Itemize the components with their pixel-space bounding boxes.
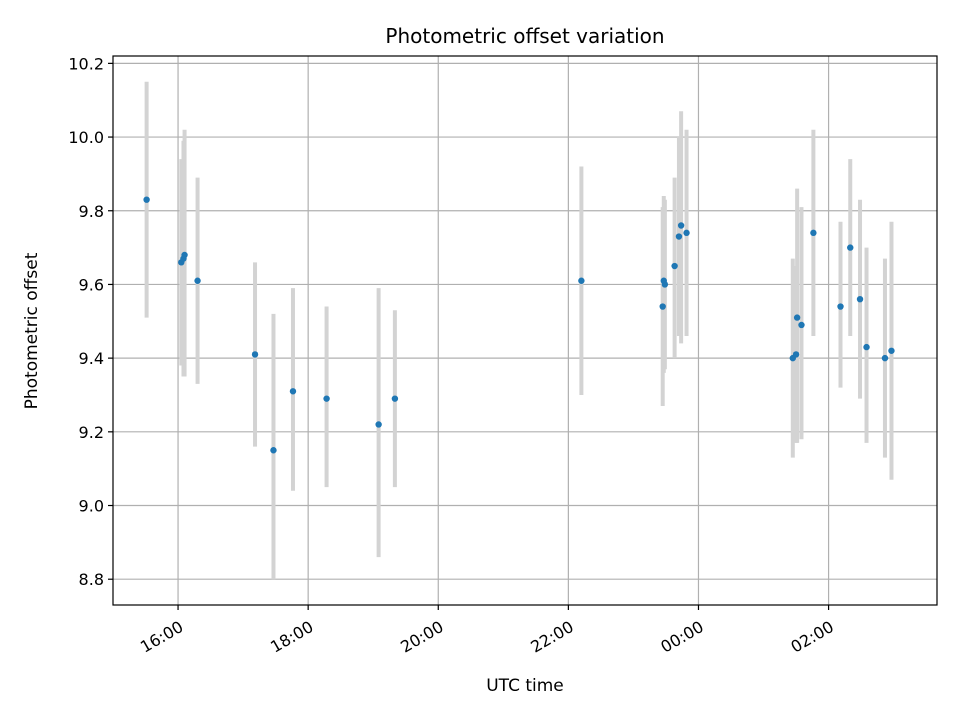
y-tick-label: 9.2 bbox=[79, 423, 104, 442]
y-tick-label: 9.0 bbox=[79, 497, 104, 516]
data-point bbox=[194, 277, 201, 284]
x-tick-label: 00:00 bbox=[657, 617, 706, 657]
data-point bbox=[683, 229, 690, 237]
data-point bbox=[659, 303, 666, 310]
data-point bbox=[810, 229, 817, 237]
data-point bbox=[671, 262, 678, 270]
y-axis-title: Photometric offset bbox=[22, 252, 42, 409]
data-point bbox=[578, 277, 585, 284]
data-point bbox=[181, 251, 188, 259]
data-point bbox=[251, 351, 259, 358]
x-tick-label: 18:00 bbox=[267, 617, 316, 657]
y-tick-label: 9.4 bbox=[79, 349, 104, 368]
data-point bbox=[661, 281, 669, 288]
data-point bbox=[881, 354, 889, 362]
y-tick-label: 9.8 bbox=[79, 202, 104, 221]
y-tick-label: 8.8 bbox=[79, 570, 104, 589]
data-point bbox=[677, 222, 685, 229]
data-point bbox=[323, 395, 330, 402]
data-point bbox=[792, 351, 800, 358]
error-bars bbox=[144, 81, 894, 580]
x-tick-label: 20:00 bbox=[397, 617, 446, 657]
grid-lines bbox=[113, 56, 937, 605]
data-point bbox=[375, 421, 382, 428]
data-points bbox=[143, 196, 895, 454]
chart-title: Photometric offset variation bbox=[385, 24, 664, 48]
plot-frame bbox=[112, 55, 938, 606]
data-point bbox=[837, 303, 844, 310]
data-point bbox=[143, 196, 150, 203]
x-tick-label: 22:00 bbox=[527, 617, 576, 657]
x-tick-label: 02:00 bbox=[788, 617, 837, 657]
data-point bbox=[793, 314, 801, 321]
data-point bbox=[888, 347, 895, 354]
x-axis-title: UTC time bbox=[486, 676, 564, 696]
y-tick-label: 10.2 bbox=[68, 54, 104, 73]
data-point bbox=[675, 233, 683, 240]
data-point bbox=[391, 395, 399, 402]
data-point bbox=[270, 447, 277, 454]
x-tick-label: 16:00 bbox=[137, 617, 186, 657]
data-point bbox=[863, 343, 870, 351]
y-tick-label: 10.0 bbox=[68, 128, 104, 147]
y-tick-label: 9.6 bbox=[79, 275, 104, 294]
data-point bbox=[856, 295, 864, 303]
data-point bbox=[798, 321, 805, 329]
data-point bbox=[289, 388, 297, 395]
data-point bbox=[847, 244, 854, 251]
